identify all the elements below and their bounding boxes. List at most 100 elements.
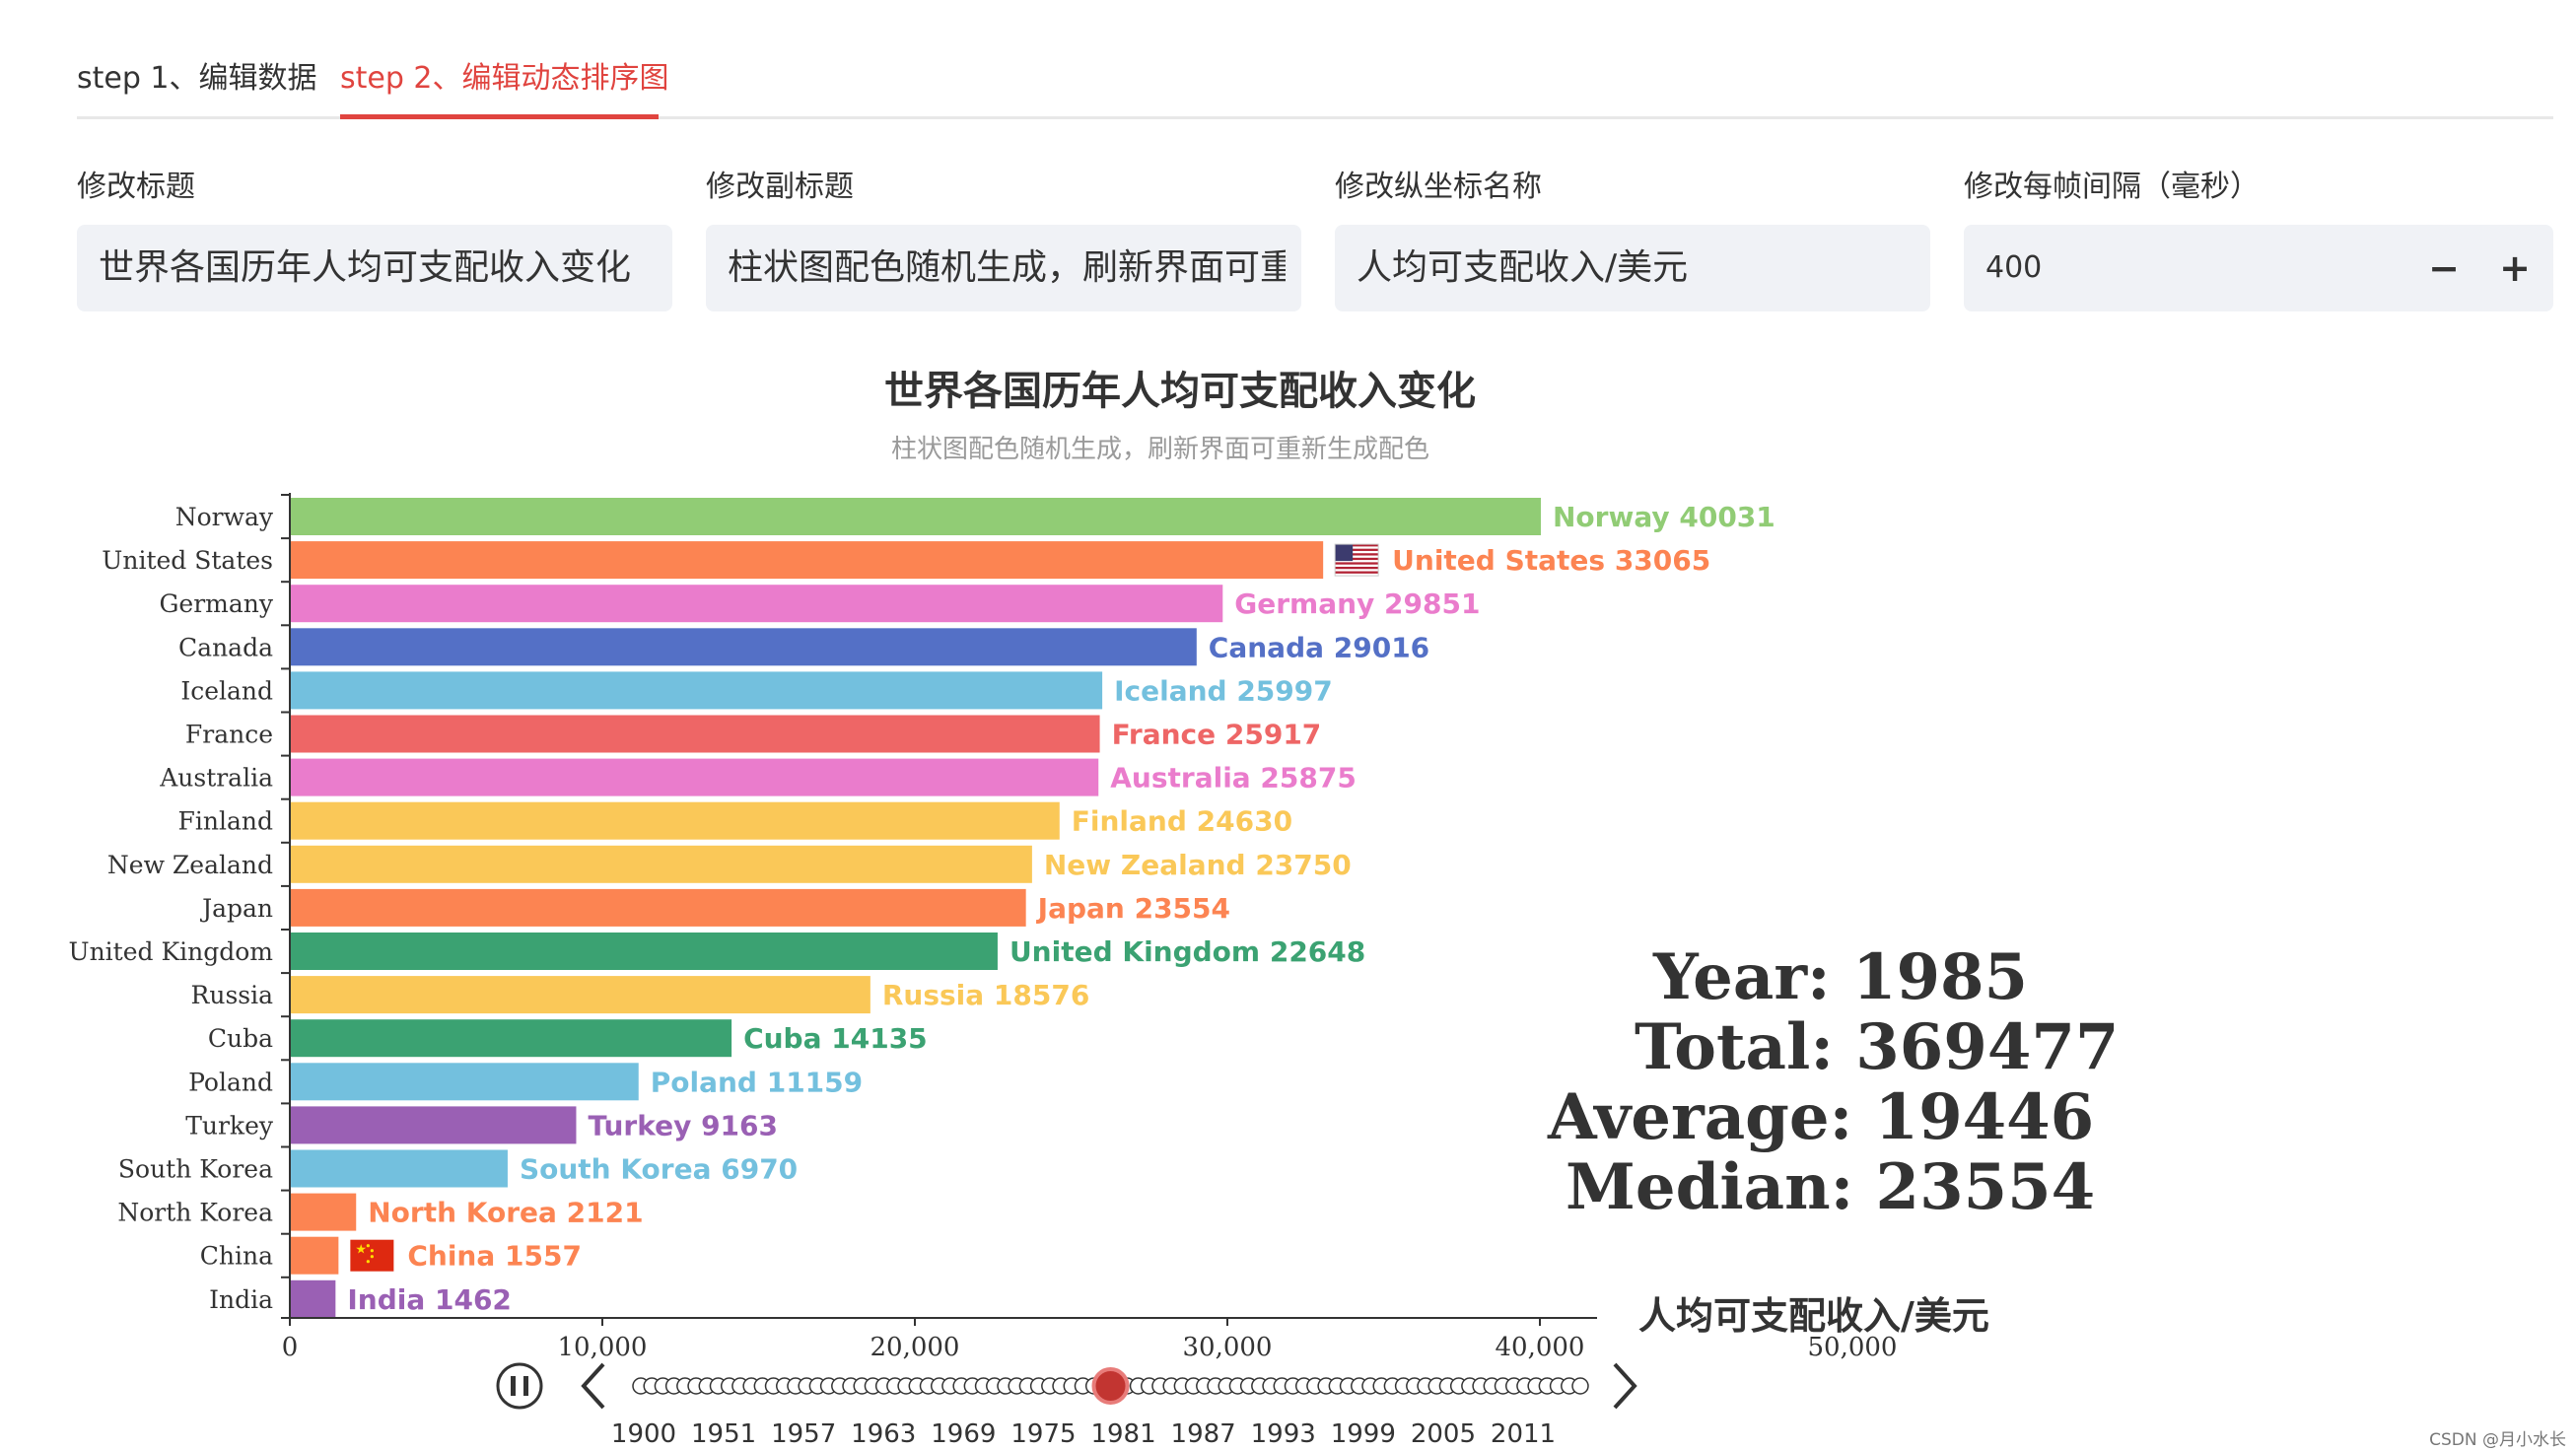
bar-value-label: United Kingdom 22648 — [1010, 935, 1365, 968]
ylabel-input[interactable]: 人均可支配收入/美元 — [1357, 247, 1689, 288]
bar-value-label: Finland 24630 — [1072, 805, 1292, 838]
chart-subtitle: 柱状图配色随机生成，刷新界面可重新生成配色 — [891, 435, 1429, 464]
axis-layer: Norway United States Germany Canada Iceland F… — [69, 493, 1897, 1362]
subtitle-field[interactable]: 柱状图配色随机生成，刷新界面可重 — [706, 225, 1301, 311]
bar-value-label: Norway 40031 — [1553, 501, 1775, 533]
bar — [290, 888, 1026, 927]
bar-value-label: Japan 23554 — [1036, 892, 1230, 925]
x-tick-label: 30,000 — [1183, 1333, 1273, 1362]
stat-median: Median: 23554 — [1566, 1150, 2096, 1224]
decrement-button[interactable]: − — [2428, 246, 2460, 290]
timeline-label[interactable]: 1969 — [931, 1419, 996, 1449]
category-label: New Zealand — [107, 851, 273, 879]
bar — [290, 671, 1103, 710]
timeline-label[interactable]: 1999 — [1331, 1419, 1396, 1449]
bar — [290, 933, 998, 970]
category-label: United Kingdom — [69, 937, 274, 966]
ylabel-field[interactable]: 人均可支配收入/美元 — [1335, 225, 1930, 311]
bar — [290, 1193, 357, 1231]
title-field-label: 修改标题 — [77, 170, 195, 204]
timeline-dot[interactable] — [1571, 1377, 1589, 1395]
category-label: Turkey — [185, 1111, 274, 1140]
chevron-right-icon[interactable] — [1613, 1362, 1637, 1410]
chevron-left-icon[interactable] — [581, 1362, 605, 1410]
interval-input[interactable]: 400 — [1985, 250, 2043, 285]
interval-field[interactable]: 400 − + — [1964, 225, 2553, 311]
category-label: Poland — [188, 1068, 273, 1096]
bar — [290, 758, 1099, 796]
timeline-label[interactable]: 1957 — [771, 1419, 836, 1449]
timeline-label[interactable]: 2005 — [1411, 1419, 1476, 1449]
bar — [290, 1279, 336, 1318]
timeline-label[interactable]: 1993 — [1251, 1419, 1316, 1449]
bar-value-label: Turkey 9163 — [588, 1109, 778, 1141]
china-flag-icon: ★ — [350, 1239, 394, 1272]
category-label: South Korea — [118, 1155, 273, 1184]
timeline-label[interactable]: 2011 — [1491, 1419, 1556, 1449]
axis-name: 人均可支配收入/美元 — [1638, 1294, 1989, 1338]
bar — [290, 1063, 639, 1101]
category-label: India — [209, 1285, 273, 1314]
category-label: China — [200, 1242, 273, 1271]
timeline-label[interactable]: 1900 — [611, 1419, 676, 1449]
tab-edit-chart[interactable]: step 2、编辑动态排序图 — [340, 61, 669, 96]
timeline-label[interactable]: 1975 — [1010, 1419, 1076, 1449]
bar — [290, 1106, 577, 1144]
subtitle-input[interactable]: 柱状图配色随机生成，刷新界面可重 — [728, 247, 1286, 288]
increment-button[interactable]: + — [2499, 246, 2531, 290]
x-tick-label: 0 — [282, 1333, 299, 1362]
bar-value-label: North Korea 2121 — [368, 1197, 643, 1229]
bar-value-label: Germany 29851 — [1234, 587, 1480, 620]
bar — [290, 541, 1324, 580]
x-tick-label: 40,000 — [1496, 1333, 1585, 1362]
bar — [290, 628, 1197, 666]
bar — [290, 1019, 732, 1058]
stat-total: Total: 369477 — [1635, 1010, 2120, 1084]
category-label: Japan — [199, 894, 273, 923]
watermark: CSDN @月小水长 — [2429, 1430, 2566, 1450]
active-tab-indicator — [340, 114, 659, 119]
timeline-label[interactable]: 1963 — [851, 1419, 916, 1449]
category-label: France — [185, 721, 273, 749]
bar-value-label: Cuba 14135 — [743, 1022, 928, 1055]
timeline-label[interactable]: 1987 — [1171, 1419, 1236, 1449]
ylabel-field-label: 修改纵坐标名称 — [1335, 170, 1542, 204]
us-flag-icon — [1334, 543, 1379, 577]
bar — [290, 1236, 339, 1275]
timeline-handle[interactable] — [1091, 1367, 1130, 1405]
timeline-label[interactable]: 1951 — [691, 1419, 756, 1449]
category-label: Finland — [178, 807, 273, 836]
category-label: Norway — [175, 503, 274, 531]
bar — [290, 585, 1223, 623]
bar — [290, 976, 870, 1014]
chart-title: 世界各国历年人均可支配收入变化 — [884, 369, 1476, 414]
interval-field-label: 修改每帧间隔（毫秒） — [1964, 170, 2260, 204]
tab-edit-data[interactable]: step 1、编辑数据 — [77, 61, 317, 96]
bar-value-label: France 25917 — [1112, 719, 1322, 751]
tab-divider — [77, 116, 2553, 119]
bar — [290, 845, 1032, 883]
x-tick-label: 10,000 — [558, 1333, 648, 1362]
bar-value-label: New Zealand 23750 — [1044, 849, 1352, 881]
timeline: 1900 1951 1957 1963 1969 1975 1981 1987 1993 1999… — [496, 1362, 1637, 1449]
bar-value-label: Australia 25875 — [1110, 762, 1357, 795]
category-label: Iceland — [180, 676, 273, 705]
subtitle-field-label: 修改副标题 — [706, 170, 854, 204]
x-tick-label: 20,000 — [870, 1333, 960, 1362]
timeline-label[interactable]: 1981 — [1090, 1419, 1155, 1449]
category-label: North Korea — [117, 1199, 273, 1227]
bars-layer: Norway 40031 United States 33065 Germany 2… — [290, 498, 1775, 1318]
category-label: Cuba — [208, 1024, 273, 1053]
pause-icon[interactable] — [496, 1362, 543, 1410]
title-field[interactable]: 世界各国历年人均可支配收入变化 — [77, 225, 672, 311]
category-label: Canada — [178, 633, 273, 661]
bar-value-label: Poland 11159 — [651, 1066, 863, 1098]
stat-average: Average: 19446 — [1548, 1080, 2095, 1154]
stat-year: Year: 1985 — [1653, 940, 2029, 1014]
bar — [290, 715, 1100, 753]
title-input[interactable]: 世界各国历年人均可支配收入变化 — [99, 247, 632, 288]
bar — [290, 801, 1060, 840]
category-label: United States — [102, 546, 273, 575]
bar-value-label: South Korea 6970 — [520, 1153, 798, 1186]
